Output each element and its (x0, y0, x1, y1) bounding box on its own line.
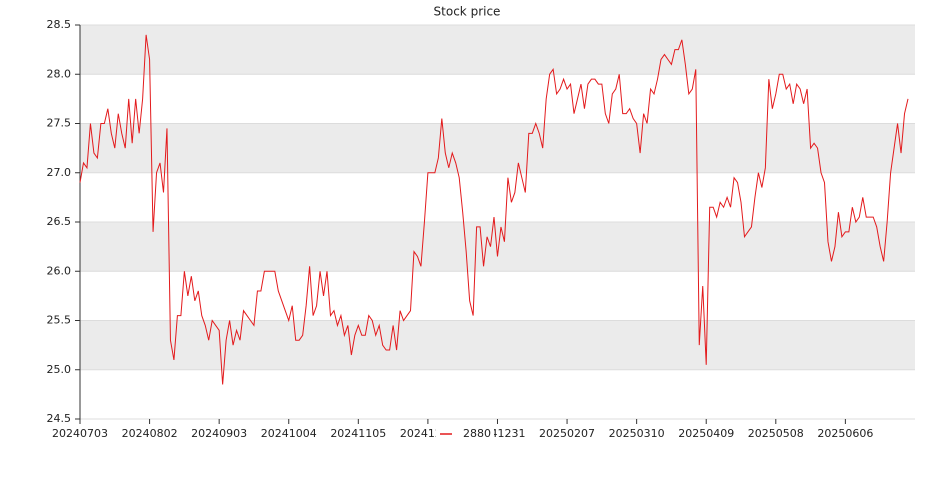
y-tick-label: 27.0 (47, 166, 72, 179)
y-tick-label: 28.5 (47, 18, 72, 31)
x-tick-label: 20250508 (748, 427, 804, 440)
y-tick-label: 25.0 (47, 363, 72, 376)
grid-band (80, 222, 915, 272)
y-tick-label: 26.0 (47, 264, 72, 277)
x-tick-label: 20250409 (678, 427, 734, 440)
price-line (79, 34, 909, 385)
x-tick-label: 20240903 (191, 427, 247, 440)
x-tick-label: 20250310 (609, 427, 665, 440)
x-tick-label: 20240703 (52, 427, 108, 440)
grid-band (80, 25, 915, 75)
x-tick-label: 20240802 (122, 427, 178, 440)
y-tick-label: 24.5 (47, 412, 72, 425)
x-tick-label: 20241004 (261, 427, 317, 440)
y-tick-label: 25.5 (47, 314, 72, 327)
x-tick-label: 20250606 (817, 427, 873, 440)
grid-band (80, 123, 915, 173)
chart-title: Stock price (434, 5, 501, 19)
legend-background (436, 426, 494, 442)
y-tick-label: 27.5 (47, 117, 72, 130)
y-tick-label: 26.5 (47, 215, 72, 228)
x-tick-label: 20250207 (539, 427, 595, 440)
y-tick-label: 28.0 (47, 67, 72, 80)
grid-band (80, 320, 915, 370)
x-tick-label: 20241105 (330, 427, 386, 440)
legend-label: 2880 (463, 427, 491, 440)
